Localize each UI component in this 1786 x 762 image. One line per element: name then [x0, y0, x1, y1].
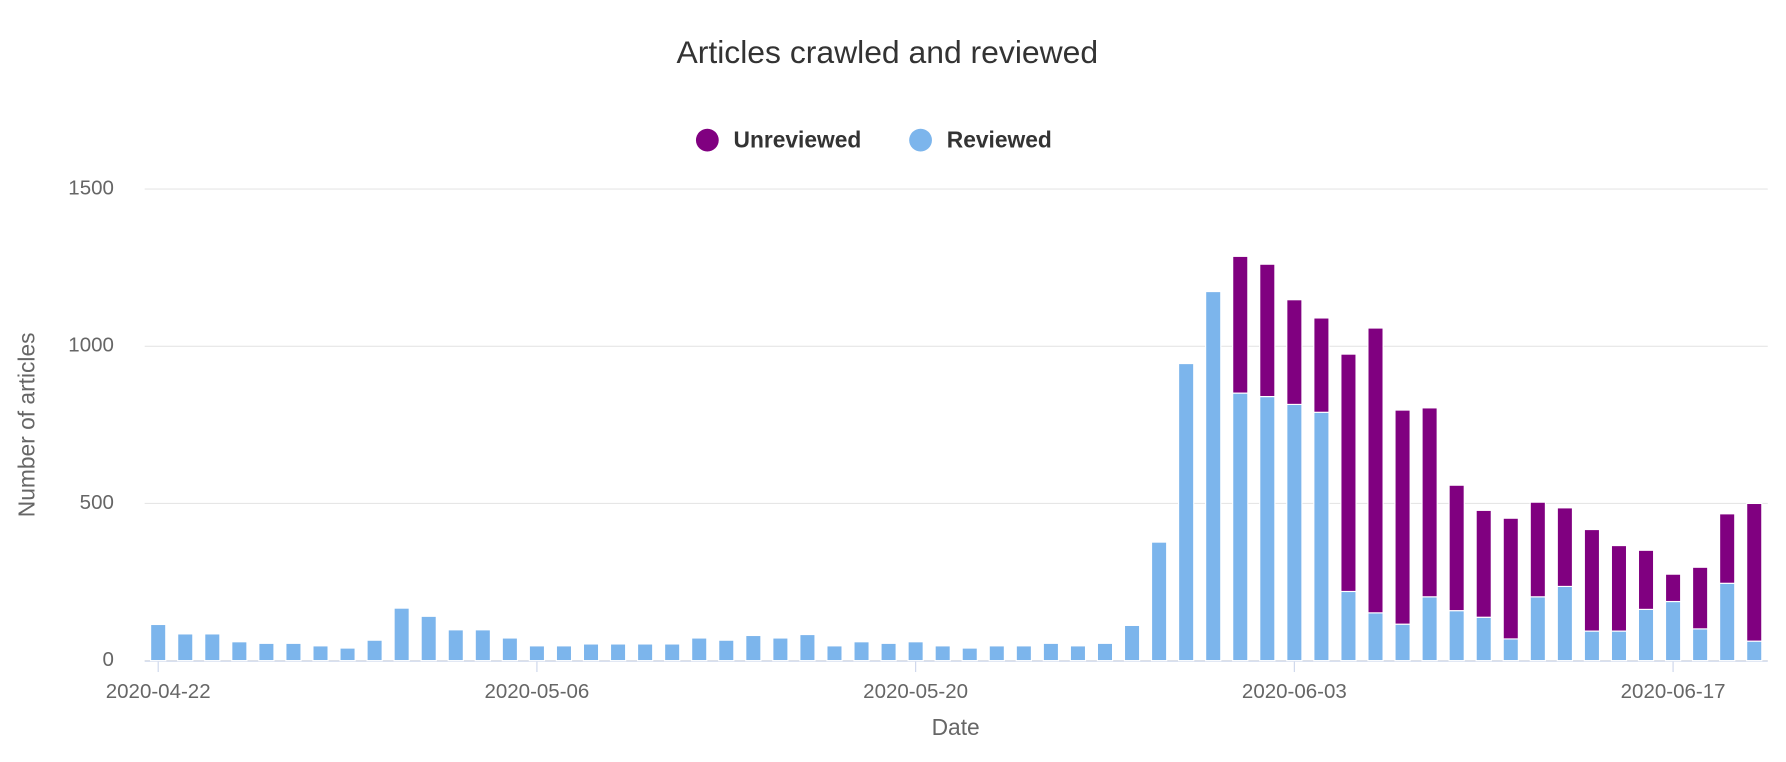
bar-segment: [1448, 610, 1465, 662]
legend-label: Reviewed: [947, 126, 1052, 152]
bar-segment: [1069, 645, 1087, 662]
legend-marker: [909, 128, 932, 152]
bar-segment: [1556, 507, 1574, 588]
bar-segment: [664, 643, 681, 662]
y-axis-title: Number of articles: [14, 332, 40, 517]
bar-segment: [1719, 513, 1736, 584]
bar-segment: [1123, 624, 1141, 662]
bar-segment: [1719, 582, 1736, 662]
bar-segment: [1502, 638, 1519, 662]
bar-segment: [285, 642, 302, 662]
bar-segment: [1746, 640, 1763, 662]
bar-segment: [393, 607, 410, 662]
bar-segment: [1340, 353, 1357, 593]
bar-segment: [150, 623, 167, 662]
bar-segment: [528, 645, 546, 662]
bar-segment: [1096, 642, 1114, 662]
bar-segment: [1637, 608, 1655, 662]
bar-segment: [1529, 596, 1546, 662]
bar-segment: [1232, 255, 1249, 394]
x-axis-title: Date: [932, 714, 980, 740]
bar-segment: [636, 643, 654, 662]
bar-segment: [1448, 484, 1465, 612]
bar-segment: [474, 629, 491, 662]
bar-segment: [1691, 566, 1709, 630]
bar-segment: [231, 641, 248, 662]
bar-segment: [1421, 407, 1438, 598]
x-tick-label: 2020-06-03: [1242, 680, 1347, 703]
bar-segment: [1286, 299, 1303, 405]
bar-segment: [1259, 263, 1276, 398]
bar-segment: [1313, 411, 1330, 662]
bar-segment: [1205, 290, 1222, 662]
legend-label: Unreviewed: [734, 126, 862, 152]
bar-segment: [853, 641, 870, 662]
bar-segment: [1610, 544, 1628, 632]
bar-segment: [1394, 623, 1411, 662]
bar-segment: [826, 645, 843, 662]
bar-segment: [1178, 362, 1195, 662]
bar-segment: [880, 642, 897, 662]
x-tick-label: 2020-04-22: [106, 680, 211, 703]
bar-segment: [420, 615, 437, 662]
bar-segment: [339, 647, 356, 662]
bar-segment: [1340, 590, 1357, 662]
bar-segment: [745, 634, 762, 662]
x-tick-label: 2020-05-06: [484, 680, 589, 703]
y-tick-label: 0: [103, 648, 114, 671]
bar-segment: [177, 633, 194, 662]
bar-segment: [1475, 509, 1492, 618]
bar-segment: [609, 643, 627, 662]
bar-segment: [1583, 630, 1601, 662]
bar-segment: [1529, 501, 1546, 598]
bar-segment: [1502, 517, 1519, 640]
bar-segment: [1691, 628, 1709, 662]
bar-segment: [258, 642, 275, 662]
bar-segment: [1394, 409, 1411, 625]
y-tick-label: 1000: [68, 334, 114, 357]
legend-marker: [695, 128, 719, 152]
bar-segment: [961, 647, 978, 662]
bar-segment: [1367, 612, 1384, 662]
bar-segment: [691, 637, 708, 662]
bar-segment: [1746, 502, 1763, 642]
bar-segment: [1313, 317, 1330, 413]
bar-segment: [582, 643, 600, 662]
bar-segment: [1286, 403, 1303, 662]
bar-segment: [366, 639, 383, 662]
bar-segment: [1367, 327, 1384, 614]
bar-segment: [1150, 541, 1168, 662]
bar-segment: [988, 645, 1005, 662]
bar-segment: [1015, 645, 1032, 662]
x-tick-label: 2020-06-17: [1621, 680, 1726, 703]
bar-segment: [1042, 642, 1060, 662]
y-tick-label: 500: [80, 491, 114, 514]
bar-segment: [555, 645, 573, 662]
bar-segment: [1637, 549, 1655, 610]
chart-title: Articles crawled and reviewed: [676, 34, 1098, 70]
bar-segment: [1583, 528, 1601, 632]
bar-segment: [1421, 596, 1438, 662]
bar-segment: [1664, 600, 1682, 662]
bar-segment: [501, 637, 519, 662]
bar-segment: [907, 641, 924, 662]
bar-segment: [204, 633, 221, 662]
bar-segment: [799, 633, 816, 662]
bar-segment: [1259, 395, 1276, 662]
bar-segment: [1556, 585, 1574, 662]
bar-segment: [447, 629, 464, 662]
bar-segment: [718, 639, 735, 662]
bar-segment: [934, 645, 951, 662]
bar-segment: [1475, 616, 1492, 662]
bar-segment: [1610, 630, 1628, 662]
x-tick-label: 2020-05-20: [863, 680, 968, 703]
bar-segment: [1664, 573, 1682, 603]
bar-segment: [772, 637, 789, 662]
y-tick-label: 1500: [68, 176, 114, 199]
bar-segment: [312, 645, 329, 662]
bar-segment: [1232, 392, 1249, 662]
